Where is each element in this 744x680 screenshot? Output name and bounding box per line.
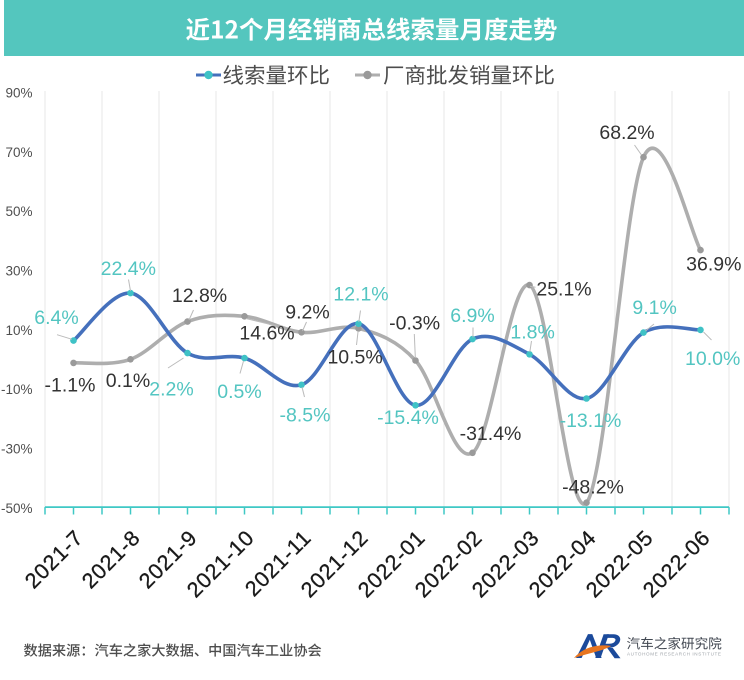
svg-text:9.2%: 9.2%: [285, 302, 329, 324]
svg-text:-10%: -10%: [1, 382, 33, 397]
svg-text:6.9%: 6.9%: [450, 305, 494, 327]
svg-text:9.1%: 9.1%: [632, 297, 676, 319]
svg-text:30%: 30%: [5, 264, 32, 279]
svg-text:1.8%: 1.8%: [510, 322, 554, 344]
svg-text:-0.3%: -0.3%: [389, 313, 440, 335]
svg-text:-13.1%: -13.1%: [560, 410, 622, 432]
svg-text:22.4%: 22.4%: [101, 258, 156, 280]
svg-text:6.4%: 6.4%: [34, 307, 78, 329]
svg-text:-1.1%: -1.1%: [45, 374, 96, 396]
svg-text:12.8%: 12.8%: [172, 285, 227, 307]
svg-text:-15.4%: -15.4%: [377, 407, 439, 429]
svg-text:25.1%: 25.1%: [536, 278, 591, 300]
svg-text:0.5%: 0.5%: [217, 381, 261, 403]
svg-text:70%: 70%: [5, 145, 32, 160]
svg-text:-50%: -50%: [1, 501, 33, 516]
svg-text:36.9%: 36.9%: [686, 253, 741, 275]
svg-text:10.0%: 10.0%: [685, 348, 740, 370]
svg-text:AUTOHOME RESEARCH INSTITUTE: AUTOHOME RESEARCH INSTITUTE: [627, 652, 721, 657]
svg-text:12.1%: 12.1%: [333, 284, 388, 306]
svg-text:50%: 50%: [5, 204, 32, 219]
svg-text:10%: 10%: [5, 323, 32, 338]
svg-text:-48.2%: -48.2%: [562, 476, 624, 498]
svg-text:90%: 90%: [5, 85, 32, 100]
svg-text:0.1%: 0.1%: [106, 370, 150, 392]
svg-text:2.2%: 2.2%: [149, 379, 193, 401]
svg-text:14.6%: 14.6%: [239, 322, 294, 344]
svg-text:68.2%: 68.2%: [599, 122, 654, 144]
svg-text:10.5%: 10.5%: [327, 347, 382, 369]
svg-text:-30%: -30%: [1, 442, 33, 457]
svg-text:-31.4%: -31.4%: [460, 423, 522, 445]
svg-text:-8.5%: -8.5%: [280, 405, 331, 427]
